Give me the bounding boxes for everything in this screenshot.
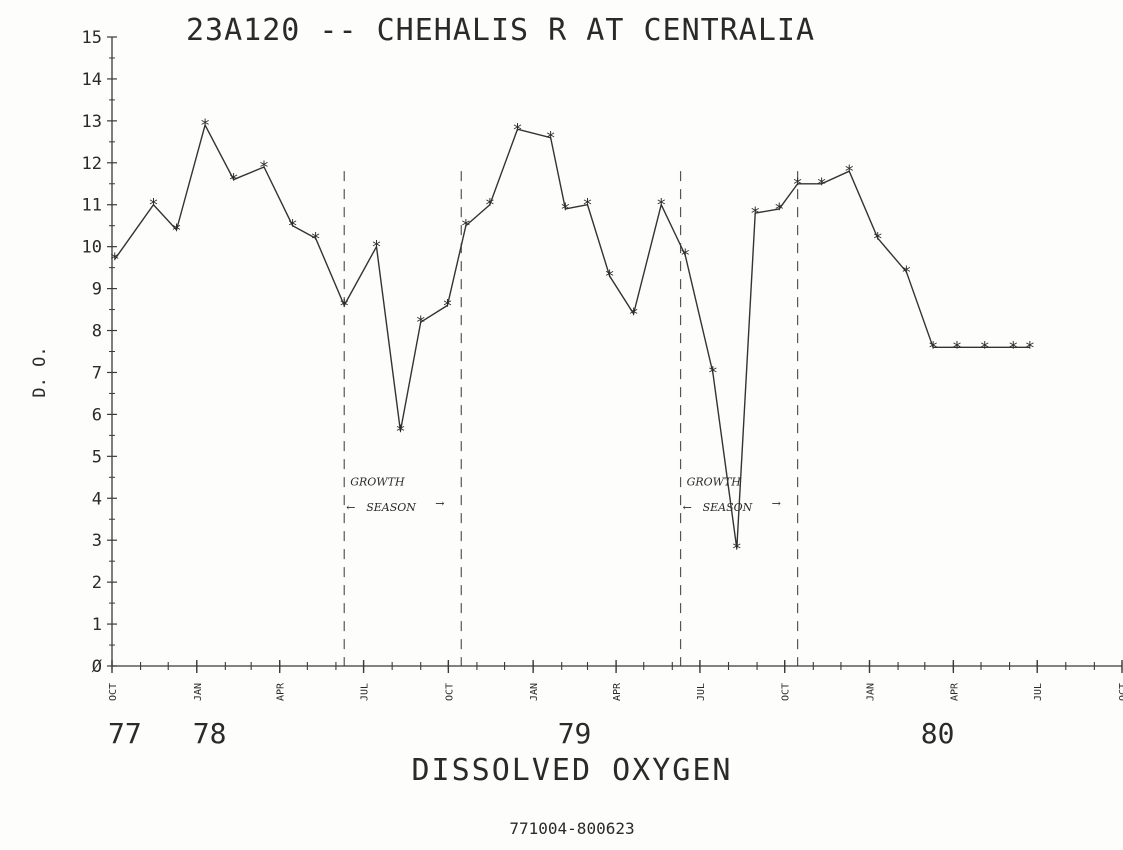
- data-point-marker: *: [311, 229, 321, 249]
- data-point-marker: *: [395, 422, 405, 442]
- data-point-marker: *: [750, 204, 760, 224]
- x-tick-label: JAN: [866, 683, 877, 701]
- data-point-marker: *: [605, 267, 615, 287]
- data-point-marker: *: [171, 221, 181, 241]
- y-tick-label: 15: [82, 28, 102, 48]
- x-axis-label: DISSOLVED OXYGEN: [412, 753, 733, 788]
- year-label: 79: [558, 717, 592, 750]
- y-tick-label: 11: [82, 196, 102, 216]
- x-tick-label: APR: [612, 682, 623, 701]
- y-tick-label: 1: [92, 615, 102, 635]
- data-point-marker: *: [792, 175, 802, 195]
- x-tick-label: OCT: [781, 683, 792, 701]
- data-point-marker: *: [1008, 338, 1018, 358]
- axes: [107, 37, 1122, 673]
- data-point-marker: *: [582, 196, 592, 216]
- y-tick-label: 2: [92, 573, 102, 593]
- y-tick-label: 7: [92, 363, 102, 383]
- data-point-marker: *: [485, 196, 495, 216]
- x-tick-label: APR: [276, 682, 287, 701]
- y-tick-label: Ø: [92, 657, 102, 677]
- data-point-marker: *: [873, 229, 883, 249]
- x-tick-label: JUL: [696, 683, 707, 701]
- growth-season-lines: [344, 171, 797, 666]
- y-tick-label: 13: [82, 112, 102, 132]
- annotation-season: SEASON: [703, 501, 753, 514]
- chart-title: 23A120 -- CHEHALIS R AT CENTRALIA: [186, 13, 815, 48]
- y-axis-label: D. O.: [30, 346, 50, 397]
- x-tick-labels: OCT JAN APR JUL OCT JAN APR JUL OCT JAN APR JUL OCT: [108, 682, 1123, 701]
- data-point-marker: *: [708, 363, 718, 383]
- x-tick-label: JAN: [193, 683, 204, 701]
- x-tick-label: JUL: [360, 683, 371, 701]
- data-point-marker: *: [512, 120, 522, 140]
- data-point-marker: *: [200, 116, 210, 136]
- data-point-marker: *: [339, 296, 349, 316]
- data-series: * * * * * * * * * * * * * * * * * * * * * * * * * * * * * * * * * * * * *: [110, 116, 1035, 560]
- data-point-marker: *: [628, 305, 638, 325]
- data-point-marker: *: [774, 200, 784, 220]
- data-point-marker: *: [680, 246, 690, 266]
- data-point-marker: *: [442, 296, 452, 316]
- annotation-growth: GROWTH: [687, 476, 742, 489]
- data-point-marker: *: [287, 217, 297, 237]
- y-tick-label: 6: [92, 405, 102, 425]
- annotation-growth: GROWTH: [350, 476, 405, 489]
- data-point-marker: *: [1025, 338, 1035, 358]
- annotation-arrow-right: →: [435, 497, 444, 510]
- data-point-marker: *: [928, 338, 938, 358]
- year-label: 77: [108, 717, 142, 750]
- y-tick-label: 10: [82, 238, 102, 258]
- data-point-marker: *: [416, 313, 426, 333]
- data-point-marker: *: [148, 196, 158, 216]
- growth-season-annotations: GROWTH ← SEASON → GROWTH ← SEASON →: [346, 476, 781, 514]
- data-point-marker: *: [980, 338, 990, 358]
- series-line: [115, 125, 1030, 549]
- annotation-arrow-left: ←: [346, 501, 355, 514]
- annotation-arrow-right: →: [772, 497, 781, 510]
- x-tick-label: OCT: [108, 683, 119, 701]
- x-tick-label: OCT: [444, 683, 455, 701]
- x-tick-label: JAN: [529, 683, 540, 701]
- data-point-marker: *: [901, 263, 911, 283]
- x-tick-label: APR: [949, 682, 960, 701]
- year-labels: 77 78 79 80: [108, 717, 955, 750]
- data-point-marker: *: [259, 158, 269, 178]
- y-tick-label: 4: [92, 489, 102, 509]
- data-point-marker: *: [371, 238, 381, 258]
- year-label: 78: [193, 717, 227, 750]
- year-label: 80: [921, 717, 955, 750]
- data-point-marker: *: [110, 250, 120, 270]
- data-point-marker: *: [461, 217, 471, 237]
- data-point-marker: *: [560, 200, 570, 220]
- data-point-marker: *: [732, 540, 742, 560]
- y-tick-label: 5: [92, 447, 102, 467]
- y-tick-label: 3: [92, 531, 102, 551]
- annotation-season: SEASON: [366, 501, 416, 514]
- y-tick-label: 9: [92, 280, 102, 300]
- data-point-marker: *: [229, 171, 239, 191]
- data-point-marker: *: [656, 196, 666, 216]
- y-tick-label: 14: [82, 70, 102, 90]
- x-tick-label: JUL: [1033, 683, 1044, 701]
- data-point-marker: *: [546, 129, 556, 149]
- annotation-arrow-left: ←: [683, 501, 692, 514]
- y-tick-label: 8: [92, 322, 102, 342]
- data-point-marker: *: [952, 338, 962, 358]
- data-point-marker: *: [816, 175, 826, 195]
- y-tick-label: 12: [82, 154, 102, 174]
- data-point-marker: *: [844, 162, 854, 182]
- date-range-subtitle: 771004-800623: [509, 819, 634, 838]
- x-tick-label: OCT: [1118, 683, 1123, 701]
